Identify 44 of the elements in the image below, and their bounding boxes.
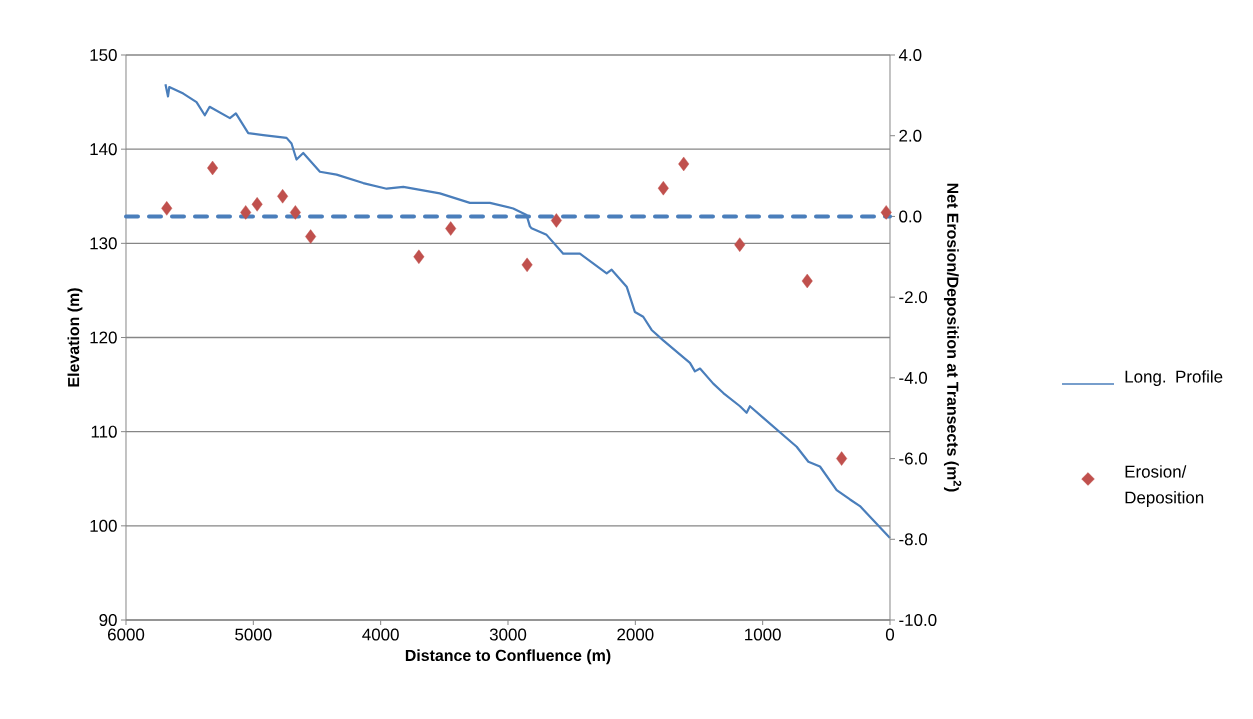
y-tick-label: 150: [90, 49, 117, 61]
point: [161, 201, 173, 216]
y-tick-label: 90: [99, 614, 117, 626]
point: [734, 237, 746, 252]
legend-label: Erosion/ Deposition: [1125, 465, 1204, 507]
x-tick-label: 1000: [745, 628, 781, 641]
point: [207, 160, 219, 176]
point: [251, 197, 263, 212]
point: [678, 156, 690, 172]
point: [836, 451, 848, 466]
y2-tick-label: -4.0: [899, 371, 928, 384]
y2-axis-title: Net Erosion/Deposition at Transects (m$^{2}$): [943, 183, 962, 492]
point: [801, 273, 813, 289]
y2-tick-label: 0.0: [899, 210, 922, 223]
x-tick-label: 3000: [489, 628, 527, 641]
point: [305, 229, 317, 244]
x-tick-label: 2000: [617, 628, 654, 641]
legend-label: Long. Profile: [1125, 370, 1223, 386]
x-axis-title: Distance to Confluence (m): [405, 649, 611, 665]
y-tick-label: 110: [91, 425, 117, 438]
y2-tick-label: -6.0: [899, 452, 928, 465]
y-axis-title: Elevation (m): [67, 288, 83, 387]
point: [880, 205, 892, 220]
point: [277, 189, 289, 204]
x-tick-label: 6000: [108, 628, 145, 641]
y-tick-label: 100: [90, 519, 117, 532]
x-tick-label: 5000: [235, 628, 272, 641]
x-tick-label: 0: [885, 628, 895, 641]
point: [521, 257, 533, 273]
y-tick-label: 130: [90, 237, 117, 250]
point: [289, 205, 301, 220]
point: [550, 213, 562, 228]
y-tick-label: 140: [90, 143, 117, 156]
y2-tick-label: -10.0: [899, 614, 937, 626]
y2-tick-label: -2.0: [899, 291, 928, 304]
y2-tick-label: 4.0: [898, 48, 922, 61]
y2-tick-label: 2.0: [899, 129, 922, 142]
point: [240, 205, 252, 220]
y2-tick-label: -8.0: [899, 533, 928, 546]
point: [657, 180, 669, 196]
point: [445, 221, 457, 236]
x-tick-label: 4000: [362, 628, 399, 641]
point: [413, 249, 425, 264]
y-tick-label: 120: [90, 331, 117, 344]
